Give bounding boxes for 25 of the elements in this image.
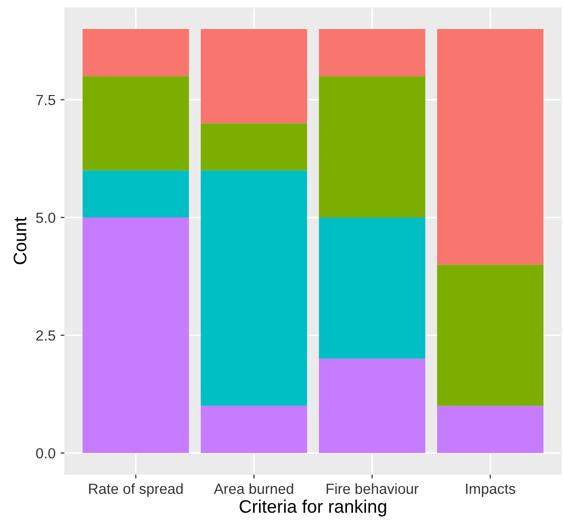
- bar: [318, 217, 426, 359]
- bar: [200, 123, 308, 170]
- x-tick-label: Impacts: [466, 484, 516, 497]
- y-tick-label: 0.0: [36, 448, 56, 458]
- bar: [318, 29, 426, 76]
- bar: [200, 170, 308, 406]
- y-tick-label: 7.5: [36, 94, 56, 106]
- y-tick-label: 2.5: [36, 330, 56, 341]
- bar: [200, 406, 308, 454]
- bar: [82, 217, 189, 454]
- bar: [200, 29, 308, 124]
- bar: [82, 170, 189, 218]
- bar: [437, 406, 544, 454]
- y-tick-label: 5.0: [36, 212, 56, 223]
- bar: [318, 76, 426, 218]
- bar: [82, 76, 189, 170]
- y-axis-title: Count: [14, 217, 26, 264]
- bar: [437, 29, 544, 265]
- bar: [318, 358, 426, 454]
- bar: [82, 29, 189, 76]
- x-axis-title: Criteria for ranking: [240, 500, 386, 516]
- x-tick-label: Fire behaviour: [326, 483, 418, 494]
- x-tick-label: Rate of spread: [89, 483, 183, 497]
- bar: [437, 264, 544, 406]
- x-tick-label: Area burned: [214, 483, 294, 494]
